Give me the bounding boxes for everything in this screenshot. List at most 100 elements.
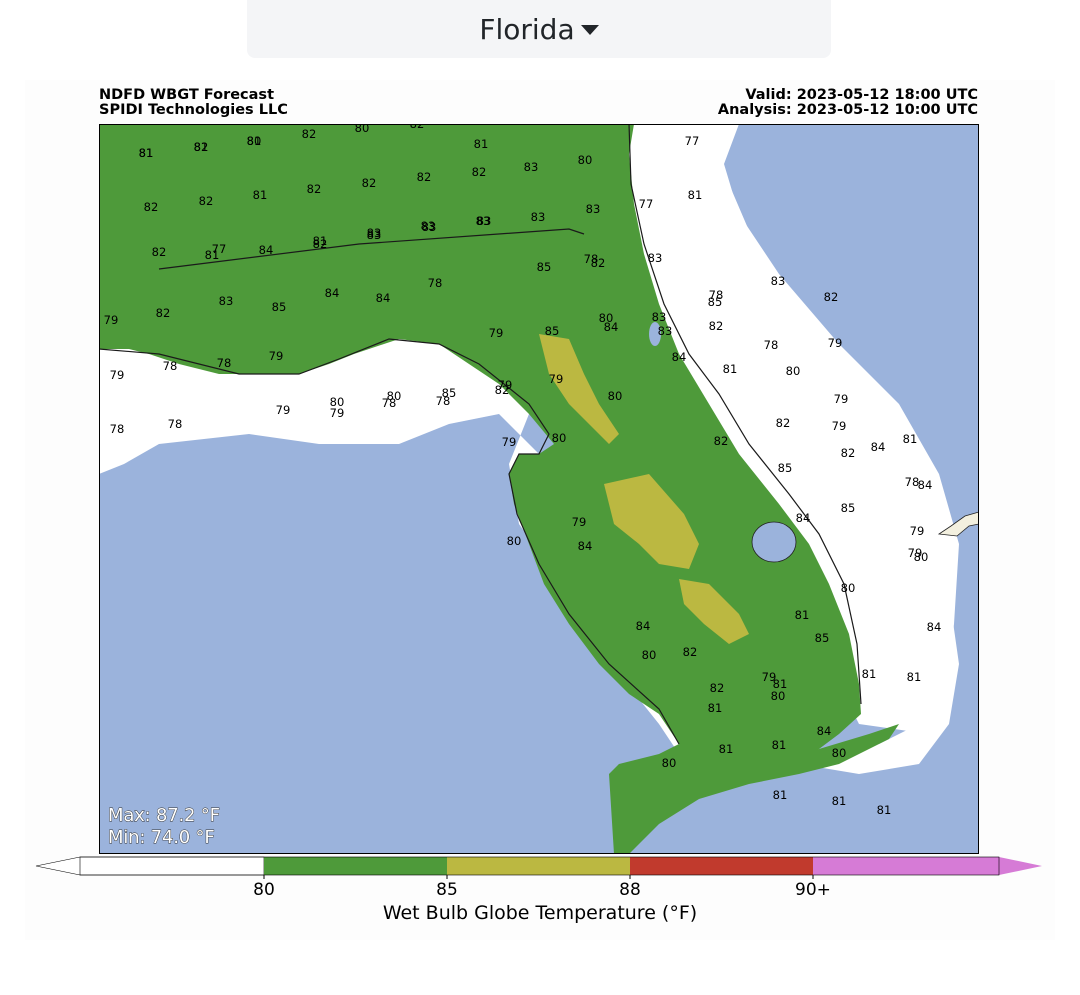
max-value: Max: 87.2 °F: [108, 805, 221, 827]
station-value-label: 82: [156, 306, 171, 320]
colorbar-tick-label: 85: [436, 880, 458, 900]
station-value-label: 81: [253, 188, 268, 202]
station-value-label: 85: [537, 260, 552, 274]
station-value-label: 82: [417, 170, 432, 184]
station-value-label: 84: [871, 440, 886, 454]
colorbar-85-88-segment: [447, 857, 630, 875]
station-value-label: 81: [877, 803, 892, 817]
station-value-label: 84: [796, 511, 811, 525]
station-value-label: 79: [834, 392, 849, 406]
station-value-label: 85: [708, 295, 723, 309]
station-value-label: 82: [714, 434, 729, 448]
cuba-landmass: [937, 511, 979, 537]
station-value-label: 81: [205, 248, 220, 262]
station-value-label: 84: [636, 619, 651, 633]
station-value-label: 78: [217, 356, 232, 370]
lake-okeechobee: [751, 521, 797, 563]
station-value-label: 81: [773, 677, 788, 691]
station-value-label: 78: [428, 276, 443, 290]
colorbar: [35, 856, 1042, 879]
station-value-label: 80: [552, 431, 567, 445]
east-coastline: [628, 124, 862, 705]
station-value-label: 82: [824, 290, 839, 304]
station-value-label: 78: [163, 359, 178, 373]
station-value-label: 84: [927, 620, 942, 634]
forecast-times: Valid: 2023-05-12 18:00 UTC Analysis: 20…: [718, 88, 978, 118]
station-value-label: 85: [272, 300, 287, 314]
station-value-label: 81: [139, 146, 154, 160]
station-value-label: 78: [168, 417, 183, 431]
station-value-label: 85: [841, 501, 856, 515]
station-value-label: 83: [648, 251, 663, 265]
station-value-label: 79: [762, 670, 777, 684]
station-value-label: 78: [709, 288, 724, 302]
station-value-label: 82: [144, 200, 159, 214]
station-value-label: 82: [410, 124, 425, 131]
station-value-label: 79: [910, 524, 925, 538]
station-value-label: 77: [639, 197, 654, 211]
station-value-label: 79: [276, 403, 291, 417]
station-value-label: 79: [908, 546, 923, 560]
station-value-label: 77: [685, 134, 700, 148]
station-value-label: 83: [658, 324, 673, 338]
warm-zone-north: [539, 334, 619, 444]
station-value-label: 82: [683, 645, 698, 659]
station-value-label: 78: [110, 422, 125, 436]
station-value-label: 84: [672, 350, 687, 364]
region-dropdown[interactable]: Florida: [247, 0, 831, 58]
station-value-label: 79: [489, 326, 504, 340]
station-value-label: 82: [709, 319, 724, 333]
station-value-label: 77: [212, 242, 227, 256]
station-value-label: 85: [815, 631, 830, 645]
station-value-label: 79: [832, 419, 847, 433]
colorbar-88-90-segment: [630, 857, 813, 875]
valid-time: Valid: 2023-05-12 18:00 UTC: [745, 87, 978, 103]
station-value-label: 81: [313, 234, 328, 248]
station-value-label: 82: [199, 194, 214, 208]
warm-zone-south: [679, 579, 749, 644]
station-value-label: 79: [572, 515, 587, 529]
colorbar-cool-segment: [35, 856, 265, 876]
station-value-label: 83: [367, 228, 382, 242]
station-value-label: 82: [307, 182, 322, 196]
colorbar-tick-label: 80: [253, 880, 275, 900]
station-value-label: 81: [474, 137, 489, 151]
station-value-label: 82: [362, 176, 377, 190]
station-value-label: 79: [828, 336, 843, 350]
station-value-label: 82: [776, 416, 791, 430]
station-value-label: 85: [442, 386, 457, 400]
min-value: Min: 74.0 °F: [108, 827, 216, 849]
florida-keys: [614, 724, 899, 854]
station-value-label: 78: [905, 475, 920, 489]
station-value-label: 79: [502, 435, 517, 449]
station-value-label: 81: [832, 794, 847, 808]
lake-george: [649, 322, 661, 346]
station-value-label: 83: [586, 202, 601, 216]
station-value-label: 81: [907, 670, 922, 684]
station-value-label: 85: [778, 461, 793, 475]
station-value-label: 78: [382, 396, 397, 410]
station-value-label: 79: [269, 349, 284, 363]
station-value-label: 82: [313, 237, 328, 251]
station-value-label: 80: [599, 311, 614, 325]
station-value-label: 81: [708, 701, 723, 715]
station-value-label: 81: [194, 140, 209, 154]
station-value-label: 80: [642, 648, 657, 662]
station-value-label: 83: [422, 220, 437, 234]
station-value-label: 80: [330, 395, 345, 409]
cool-zone-atlantic: [629, 124, 959, 734]
station-value-label: 82: [194, 140, 209, 154]
analysis-time: Analysis: 2023-05-12 10:00 UTC: [717, 102, 978, 118]
station-value-label: 80: [247, 134, 262, 148]
station-value-label: 80: [355, 124, 370, 135]
station-value-label: 79: [104, 313, 119, 327]
gulf-coastline: [99, 338, 680, 745]
caret-down-icon[interactable]: [580, 25, 599, 35]
station-value-label: 83: [524, 160, 539, 174]
station-value-label: 81: [795, 608, 810, 622]
station-value-label: 84: [259, 243, 274, 257]
station-value-label: 83: [477, 214, 492, 228]
station-value-label: 84: [604, 320, 619, 334]
station-value-label: 80: [914, 550, 929, 564]
